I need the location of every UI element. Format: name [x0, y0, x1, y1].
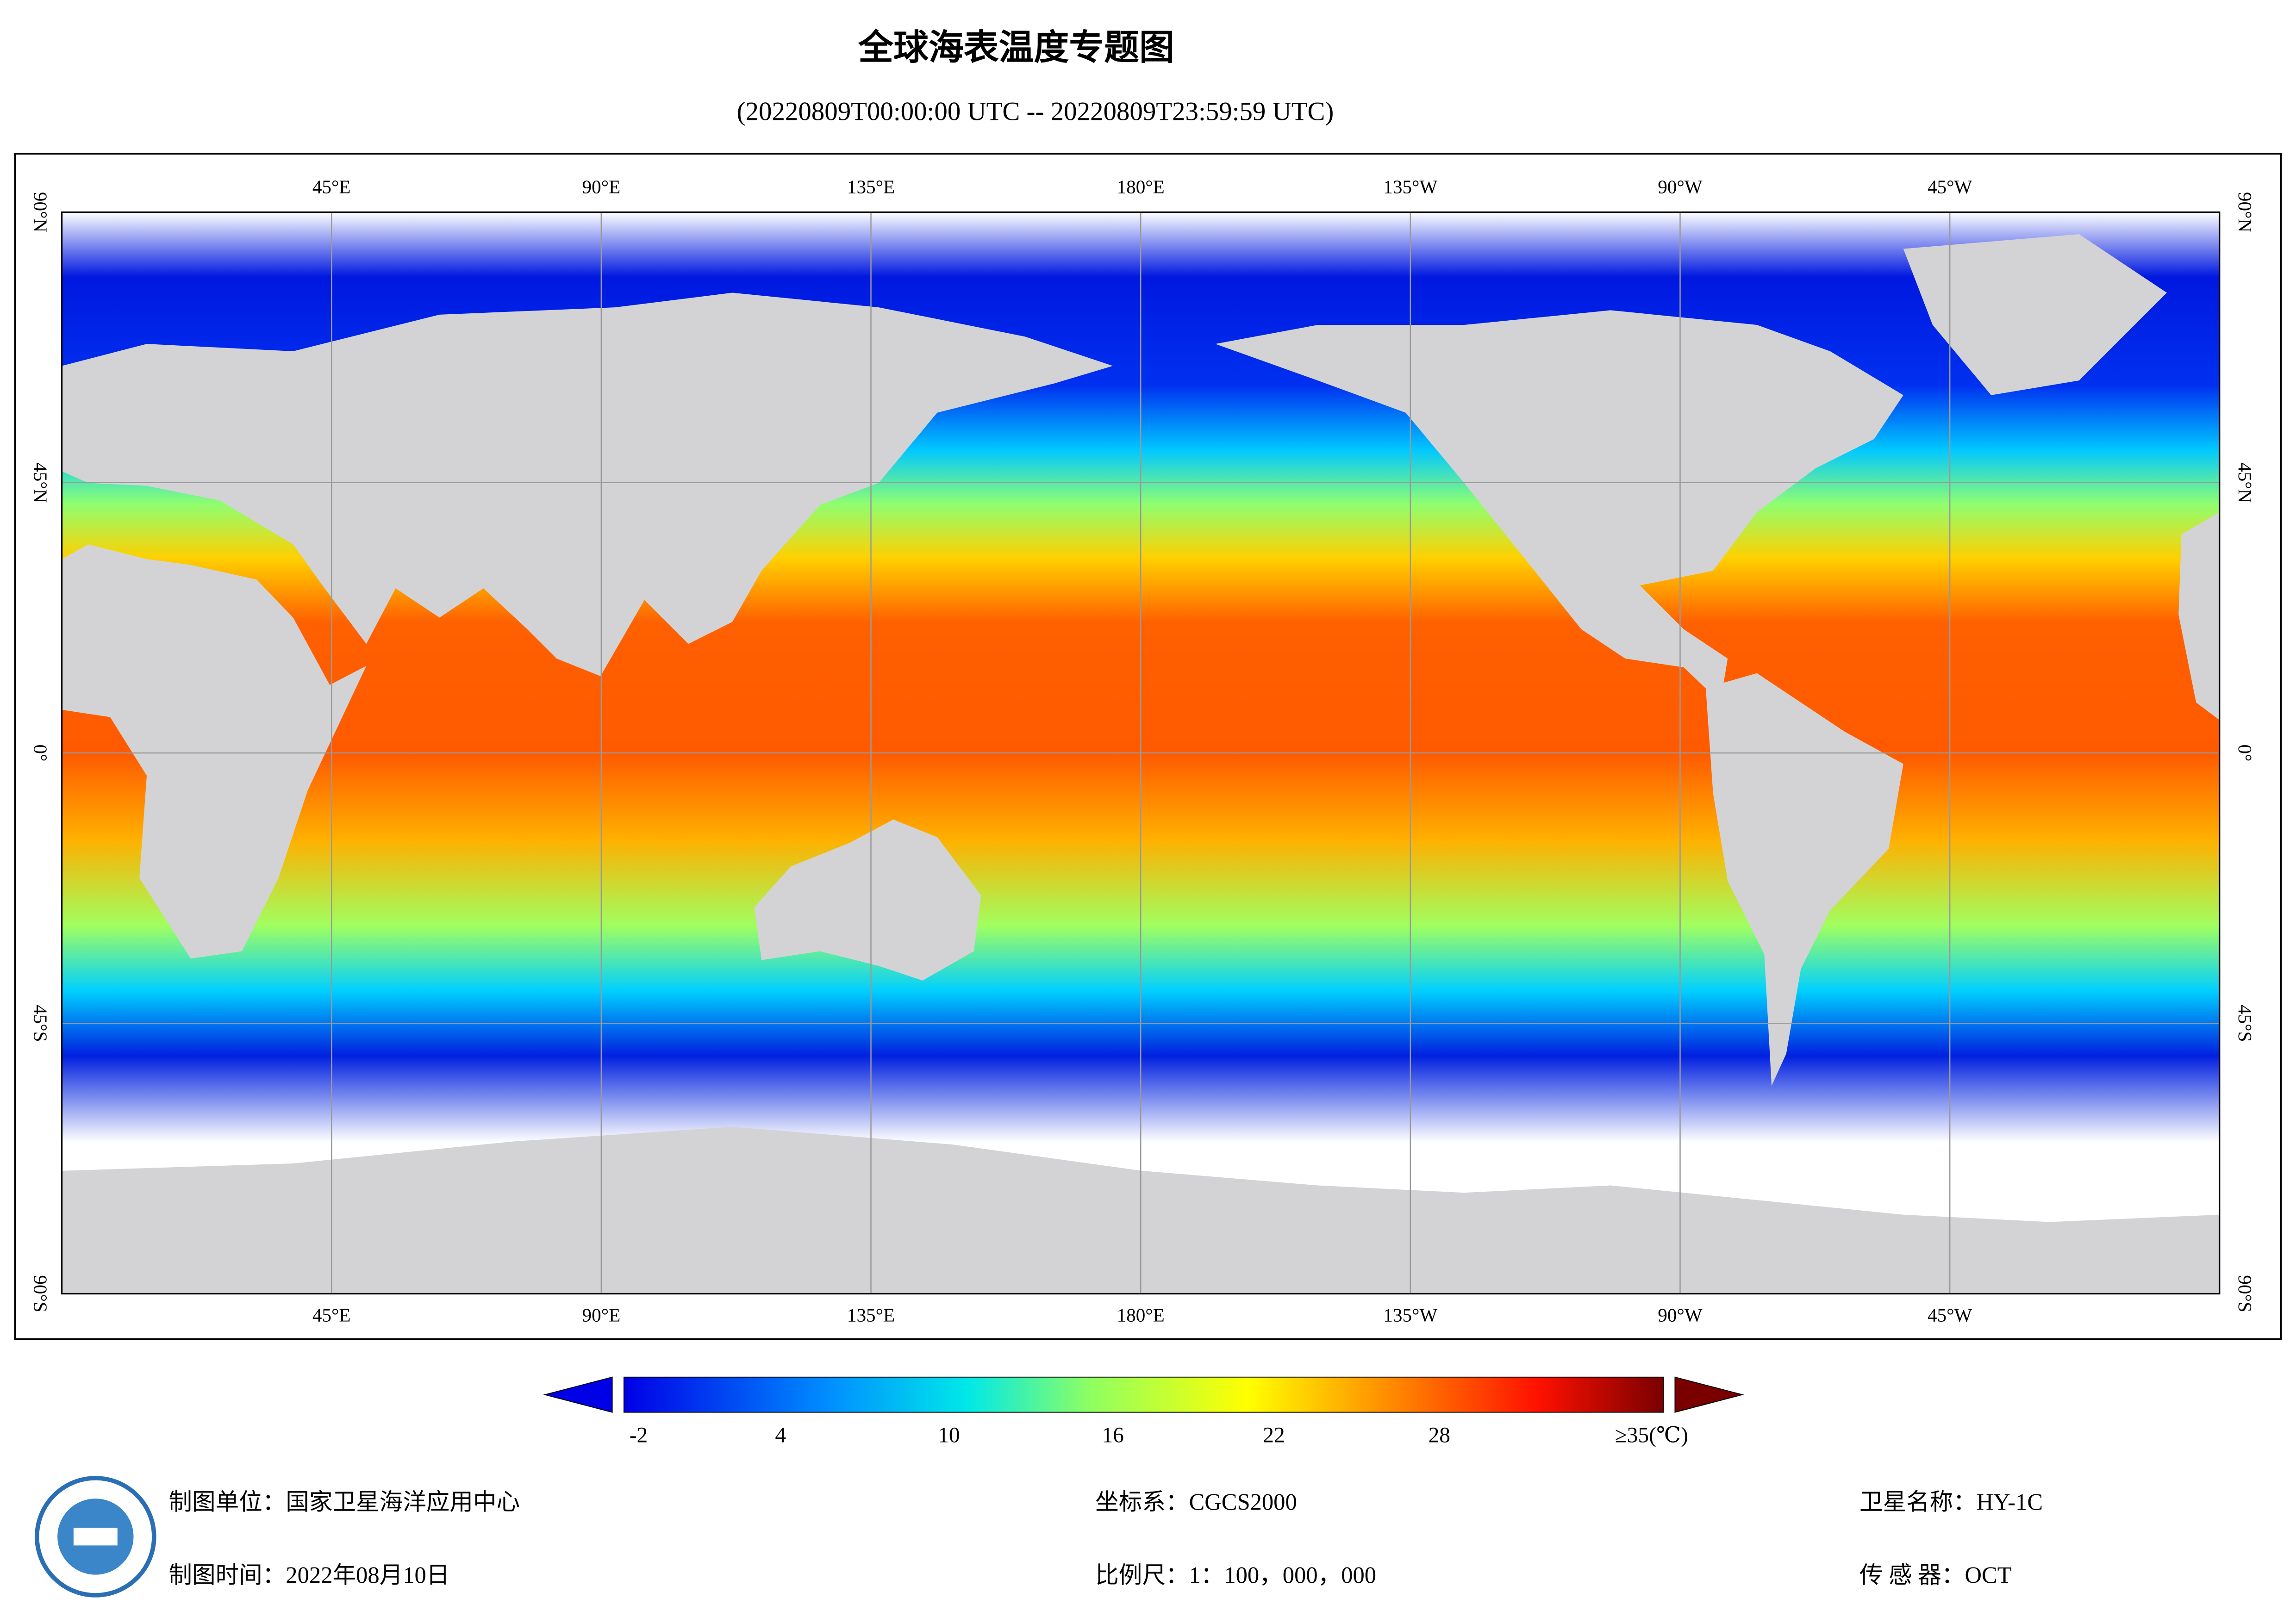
footer-crs: 坐标系：CGCS2000	[1095, 1489, 1297, 1515]
lon-label-bottom: 180°E	[1117, 1305, 1165, 1326]
west-africa	[2178, 512, 2220, 720]
footer-date: 制图时间：2022年08月10日	[168, 1562, 449, 1588]
colorbar-high-arrow	[1674, 1376, 1744, 1413]
colorbar-tick-label: 16	[1102, 1423, 1123, 1447]
lon-label-top: 45°E	[312, 176, 351, 197]
colorbar-tick-label: ≥35(℃)	[1615, 1423, 1688, 1447]
subtitle: (20220809T00:00:00 UTC -- 20220809T23:59…	[737, 97, 1334, 126]
lon-label-bottom: 90°W	[1658, 1305, 1703, 1326]
logo-satellite	[73, 1528, 118, 1546]
lon-label-top: 45°W	[1928, 176, 1972, 197]
lat-label-left: 0°	[30, 745, 51, 762]
lon-label-bottom: 45°W	[1928, 1305, 1972, 1326]
lon-label-bottom: 135°E	[847, 1305, 895, 1326]
lat-label-left: 90°N	[30, 192, 51, 232]
lat-label-right: 0°	[2234, 745, 2256, 762]
logo	[35, 1476, 156, 1598]
lat-label-left: 45°S	[30, 1005, 51, 1042]
north-america	[1215, 310, 1903, 703]
lon-label-top: 135°W	[1383, 176, 1437, 197]
lon-label-bottom: 45°E	[312, 1305, 351, 1326]
eurasia	[62, 292, 1113, 676]
footer-unit: 制图单位：国家卫星海洋应用中心	[168, 1489, 520, 1515]
map-border	[61, 211, 2221, 1295]
lon-label-bottom: 90°E	[582, 1305, 621, 1326]
footer-satellite: 卫星名称：HY-1C	[1859, 1489, 2043, 1515]
lat-label-left: 90°S	[30, 1275, 51, 1312]
lat-label-right: 90°S	[2234, 1275, 2256, 1312]
footer-sensor: 传 感 器：OCT	[1859, 1562, 2012, 1588]
lon-label-top: 90°W	[1658, 176, 1703, 197]
title: 全球海表温度专题图	[858, 27, 1174, 68]
lat-label-right: 90°N	[2234, 192, 2256, 232]
colorbar	[623, 1376, 1664, 1413]
lat-label-right: 45°S	[2234, 1005, 2256, 1042]
colorbar-tick-label: 4	[775, 1423, 786, 1447]
footer-scale: 比例尺：1：100，000，000	[1095, 1562, 1376, 1588]
lat-label-left: 45°N	[30, 462, 51, 503]
colorbar-tick-label: 10	[938, 1423, 960, 1447]
colorbar-tick-label: 22	[1263, 1423, 1285, 1447]
lat-label-right: 45°N	[2234, 462, 2256, 503]
colorbar-tick-label: 28	[1429, 1423, 1450, 1447]
lon-label-top: 180°E	[1117, 176, 1165, 197]
lon-label-top: 90°E	[582, 176, 621, 197]
lon-label-bottom: 135°W	[1383, 1305, 1437, 1326]
lon-label-top: 135°E	[847, 176, 895, 197]
greenland	[1903, 234, 2167, 395]
south-america	[1705, 673, 1903, 1086]
africa	[62, 544, 367, 959]
map-area	[61, 211, 2221, 1295]
colorbar-low-arrow	[543, 1376, 613, 1413]
colorbar-tick-label: -2	[630, 1423, 648, 1447]
australia	[754, 819, 981, 981]
